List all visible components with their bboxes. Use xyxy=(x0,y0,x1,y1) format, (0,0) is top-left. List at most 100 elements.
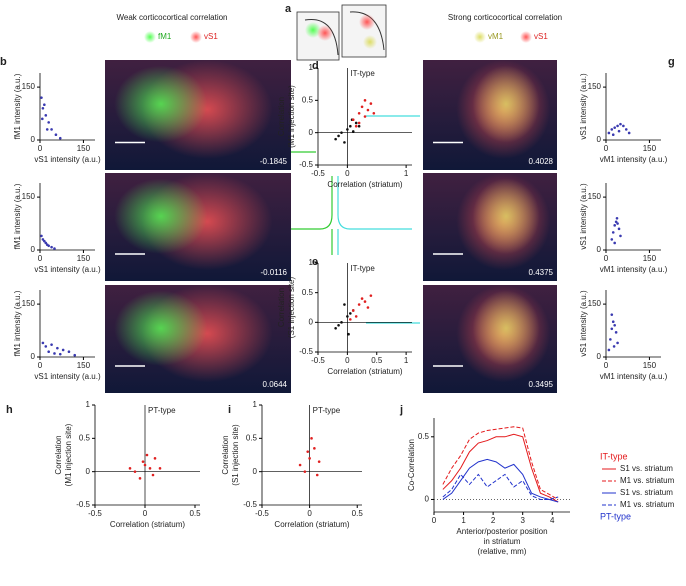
point xyxy=(357,303,361,306)
point xyxy=(612,345,616,348)
point xyxy=(308,457,311,460)
point xyxy=(617,227,621,231)
point xyxy=(616,341,619,345)
x-axis-label: Correlation (striatum) xyxy=(274,520,349,529)
legend-dot xyxy=(144,31,156,43)
point xyxy=(349,124,352,128)
correlation-value: -0.0116 xyxy=(260,268,287,277)
annotation: PT-type xyxy=(148,406,176,415)
point xyxy=(611,133,615,137)
y-axis-label: vS1 intensity (a.u.) xyxy=(579,290,588,357)
point xyxy=(44,345,48,348)
point xyxy=(61,348,65,352)
y-tick-label: 150 xyxy=(588,82,602,91)
point xyxy=(607,348,611,352)
y-tick-label: -0.5 xyxy=(243,500,257,509)
point xyxy=(44,241,48,245)
x-tick-label: 0.5 xyxy=(352,509,364,518)
point xyxy=(41,341,45,345)
point xyxy=(613,126,616,129)
legend-label: S1 vs. striatum xyxy=(620,488,673,497)
point xyxy=(334,137,337,141)
y-tick-label: 0 xyxy=(597,135,602,144)
point xyxy=(158,467,162,470)
point xyxy=(50,128,53,131)
panel-letter: e xyxy=(312,256,318,268)
point xyxy=(351,130,355,133)
point xyxy=(313,447,316,450)
legend-title: PT-type xyxy=(600,511,631,521)
y-tick-label: 0 xyxy=(31,135,36,144)
title: Strong corticocortical correlation xyxy=(448,13,562,22)
point xyxy=(360,297,364,300)
point xyxy=(315,473,319,477)
point xyxy=(613,241,616,245)
x-tick-label: 150 xyxy=(643,144,657,153)
y-axis-label: (S1 injection site) xyxy=(231,424,240,486)
y-tick-label: 150 xyxy=(22,82,36,91)
point xyxy=(611,231,615,234)
correlation-value: 0.4028 xyxy=(529,157,554,166)
x-tick-label: 0 xyxy=(345,356,350,365)
point xyxy=(43,239,46,243)
point xyxy=(41,106,45,110)
x-tick-label: 1 xyxy=(461,516,466,525)
panel-letter: d xyxy=(312,60,319,72)
x-axis-label: vM1 intensity (a.u.) xyxy=(600,155,668,164)
legend-label: M1 vs. striatum xyxy=(620,476,675,485)
point xyxy=(128,467,132,470)
x-tick-label: -0.5 xyxy=(88,509,102,518)
point xyxy=(334,326,337,330)
y-axis-label: Correlation xyxy=(54,435,63,474)
x-tick-label: 0 xyxy=(604,144,609,153)
x-axis-label: Correlation (striatum) xyxy=(327,180,402,189)
x-tick-label: -0.5 xyxy=(311,356,325,365)
point xyxy=(303,470,307,473)
point xyxy=(47,121,50,124)
point xyxy=(50,343,53,346)
point xyxy=(609,338,612,341)
y-tick-label: 0 xyxy=(31,245,36,254)
point xyxy=(43,103,46,107)
y-axis-label: (M1 injection site) xyxy=(287,85,296,148)
point xyxy=(363,99,367,102)
correlation-value: 0.0644 xyxy=(263,380,288,389)
y-tick-label: 1 xyxy=(253,400,258,409)
point xyxy=(73,353,77,357)
point xyxy=(41,117,44,121)
signal xyxy=(472,65,540,143)
point xyxy=(310,437,313,440)
point xyxy=(346,128,349,131)
point xyxy=(56,346,59,350)
point xyxy=(317,460,321,463)
legend-label: S1 vs. striatum xyxy=(620,464,673,473)
y-tick-label: 0 xyxy=(425,495,430,504)
x-tick-label: 4 xyxy=(550,516,555,525)
y-axis-label: fM1 intensity (a.u.) xyxy=(13,290,22,356)
point xyxy=(337,134,340,138)
x-tick-label: 1 xyxy=(404,169,409,178)
point xyxy=(363,300,367,303)
x-tick-label: 3 xyxy=(520,516,525,525)
x-tick-label: 0 xyxy=(143,509,148,518)
x-tick-label: 150 xyxy=(77,254,91,263)
x-axis-label: in striatum xyxy=(484,537,521,546)
y-axis-label: Correlation xyxy=(277,288,286,327)
series-line xyxy=(442,458,559,503)
point xyxy=(145,453,149,457)
point xyxy=(369,102,373,105)
point xyxy=(616,124,619,128)
point xyxy=(366,306,370,309)
point xyxy=(153,457,157,460)
y-tick-label: 1 xyxy=(309,63,314,72)
point xyxy=(45,128,49,131)
x-tick-label: 150 xyxy=(77,361,91,370)
x-tick-label: 1 xyxy=(404,356,409,365)
panel-letter: j xyxy=(399,404,403,416)
x-tick-label: 0 xyxy=(604,254,609,263)
point xyxy=(613,224,616,227)
y-axis-label: (M1 injection site) xyxy=(64,423,73,486)
signal xyxy=(114,290,208,367)
point xyxy=(613,323,616,327)
